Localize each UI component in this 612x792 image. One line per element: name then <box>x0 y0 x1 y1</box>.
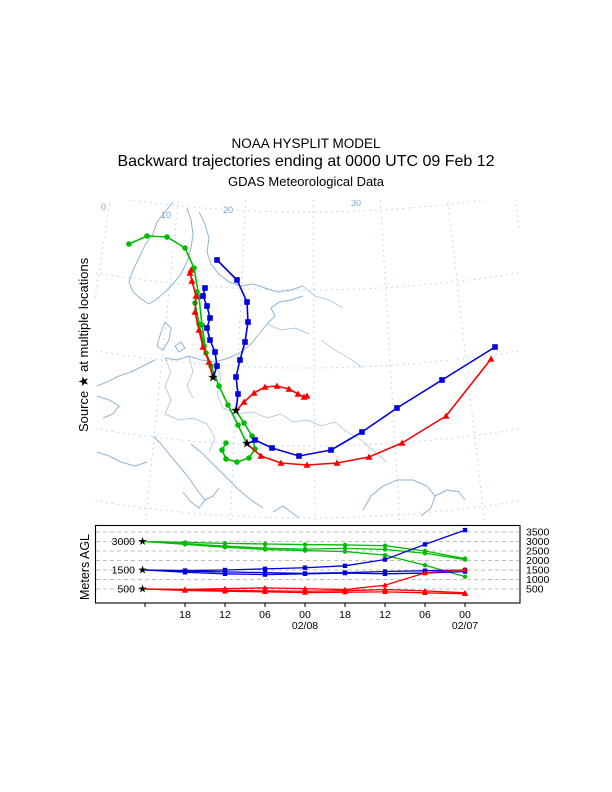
plot-subtitle: Backward trajectories ending at 0000 UTC… <box>117 153 495 170</box>
model-title: NOAA HYSPLIT MODEL <box>231 136 381 151</box>
svg-text:1500: 1500 <box>526 565 550 577</box>
svg-text:12: 12 <box>379 609 391 621</box>
meters-agl-axis-label: Meters AGL <box>78 534 92 600</box>
svg-text:02/07: 02/07 <box>452 620 478 632</box>
svg-text:1500: 1500 <box>112 565 136 577</box>
svg-text:18: 18 <box>179 609 191 621</box>
svg-text:3000: 3000 <box>526 536 550 548</box>
svg-text:500: 500 <box>117 584 135 596</box>
svg-text:06: 06 <box>419 609 431 621</box>
country-borders <box>164 285 388 463</box>
svg-text:18: 18 <box>339 609 351 621</box>
svg-text:00: 00 <box>459 609 471 621</box>
svg-text:500: 500 <box>526 584 544 596</box>
svg-text:★: ★ <box>230 404 241 419</box>
trajectory-map-svg: 0 10 20 30 ★ ★ ★ <box>95 200 520 520</box>
svg-text:20: 20 <box>223 205 233 215</box>
title-block: NOAA HYSPLIT MODEL Backward trajectories… <box>0 136 612 189</box>
svg-text:2000: 2000 <box>526 555 550 567</box>
met-data-label: GDAS Meteorological Data <box>227 174 385 189</box>
svg-text:3000: 3000 <box>112 536 136 548</box>
trajectory-layer: 0 10 20 30 ★ ★ ★ <box>101 200 498 468</box>
svg-text:06: 06 <box>259 609 271 621</box>
svg-text:★: ★ <box>138 535 148 548</box>
svg-text:★: ★ <box>241 437 252 452</box>
svg-text:1000: 1000 <box>526 574 550 586</box>
source-axis-label: Source ★ at multiple locations <box>76 257 91 432</box>
svg-text:3500: 3500 <box>526 527 550 539</box>
svg-text:★: ★ <box>138 564 148 577</box>
svg-text:12: 12 <box>219 609 231 621</box>
svg-text:30: 30 <box>351 200 361 208</box>
coastlines <box>96 201 466 519</box>
svg-text:2500: 2500 <box>526 546 550 558</box>
svg-text:00: 00 <box>299 609 311 621</box>
svg-text:★: ★ <box>207 371 218 386</box>
graticule <box>95 200 520 520</box>
svg-text:10: 10 <box>161 210 171 220</box>
svg-text:★: ★ <box>138 583 148 596</box>
svg-text:02/08: 02/08 <box>292 620 318 632</box>
svg-text:0: 0 <box>101 202 106 212</box>
